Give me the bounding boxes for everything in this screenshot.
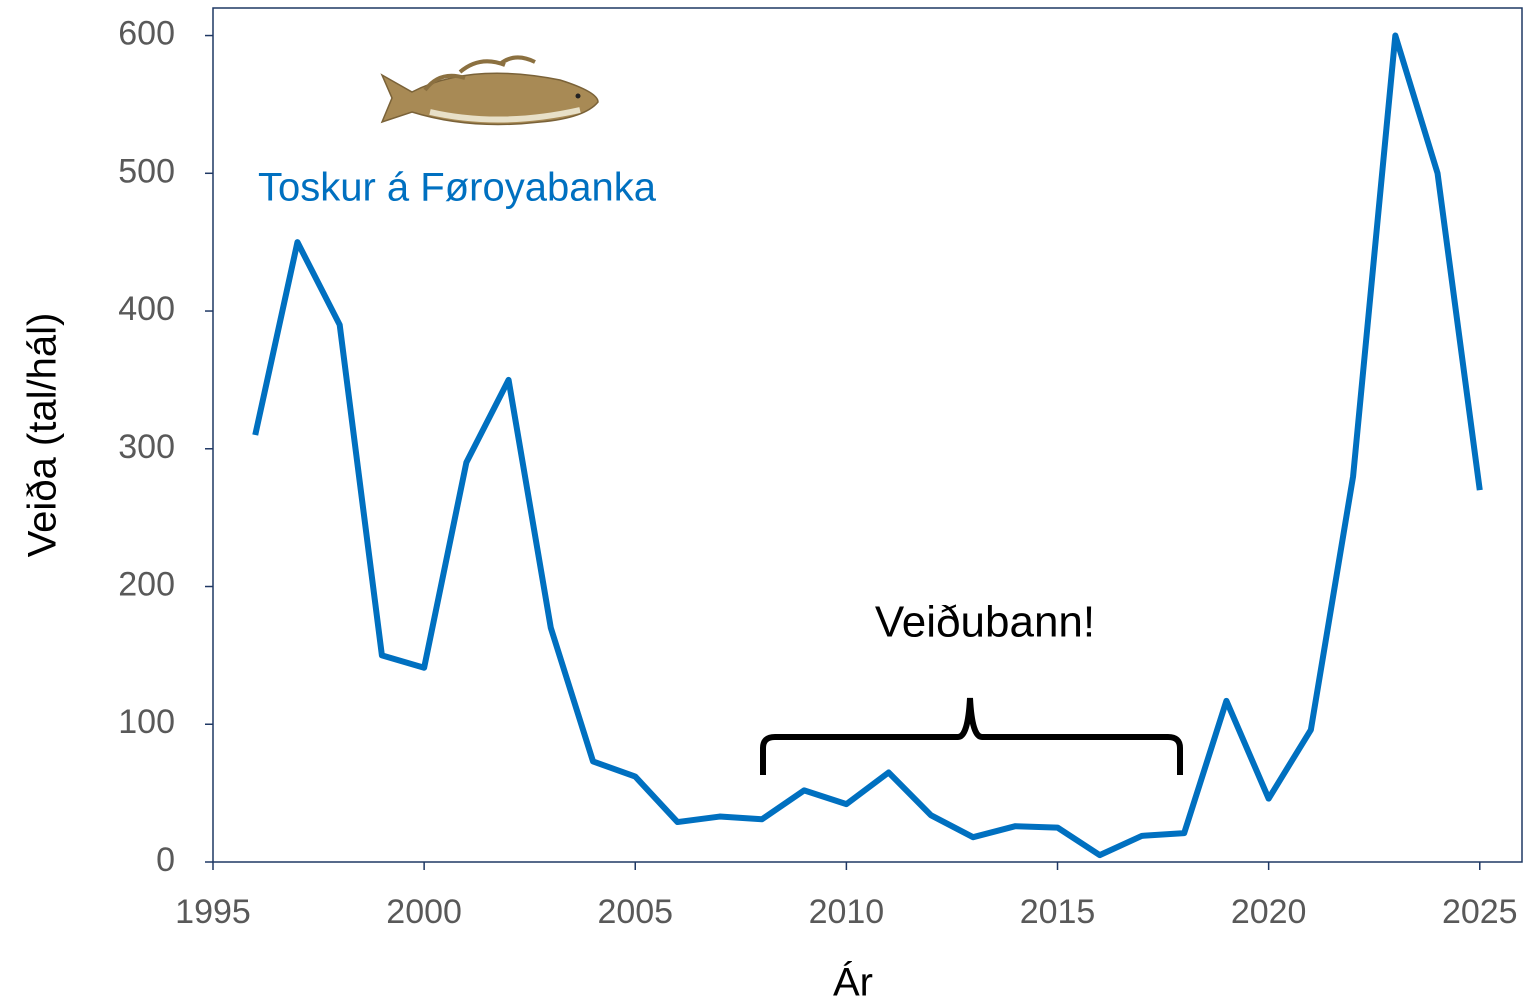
y-tick-label: 300 — [118, 428, 175, 466]
brace — [760, 697, 1183, 775]
x-tick-label: 2025 — [1442, 893, 1518, 931]
fish-illustration — [380, 55, 599, 126]
x-tick-label: 2015 — [1020, 893, 1096, 931]
y-tick-label: 200 — [118, 566, 175, 604]
data-line — [252, 32, 1483, 859]
x-tick-label: 1995 — [175, 893, 251, 931]
y-tick-label: 0 — [156, 841, 175, 879]
annotation: Veiðubann! — [875, 598, 1095, 647]
y-tick-label: 100 — [118, 703, 175, 741]
x-axis-label: Ár — [833, 960, 873, 1005]
x-tick-label: 2000 — [386, 893, 462, 931]
plot-frame — [212, 7, 1523, 863]
x-tick-label: 2020 — [1231, 893, 1307, 931]
y-tick-label: 400 — [118, 290, 175, 328]
x-tick-label: 2010 — [809, 893, 885, 931]
y-axis-label: Veiða (tal/hál) — [21, 313, 65, 558]
y-tick-label: 500 — [118, 152, 175, 190]
series-label: Toskur á Føroyabanka — [258, 166, 657, 210]
x-tick-label: 2005 — [597, 893, 673, 931]
y-tick-label: 600 — [118, 15, 175, 53]
